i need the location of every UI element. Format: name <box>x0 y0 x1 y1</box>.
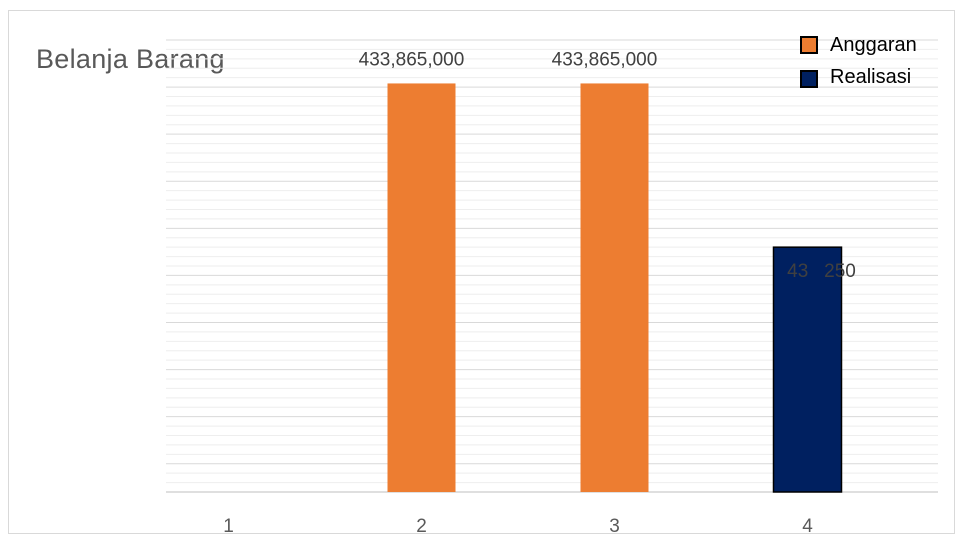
bar-realisasi-4 <box>772 246 843 493</box>
data-label: 433,865,000 <box>359 49 465 70</box>
x-tick-label: 1 <box>223 516 234 536</box>
x-tick-label: 3 <box>609 516 620 536</box>
bar-anggaran-3 <box>580 83 649 493</box>
legend-swatch-realisasi <box>800 70 818 88</box>
x-tick-label: 2 <box>416 516 427 536</box>
bar-anggaran-2 <box>387 83 456 493</box>
legend-label-anggaran: Anggaran <box>830 34 917 56</box>
data-label: 433,865,000 <box>552 49 658 70</box>
legend-label-realisasi: Realisasi <box>830 66 912 88</box>
data-label: 43 250 <box>787 261 856 282</box>
legend-swatch-anggaran <box>800 36 818 54</box>
x-tick-label: 4 <box>802 516 813 536</box>
